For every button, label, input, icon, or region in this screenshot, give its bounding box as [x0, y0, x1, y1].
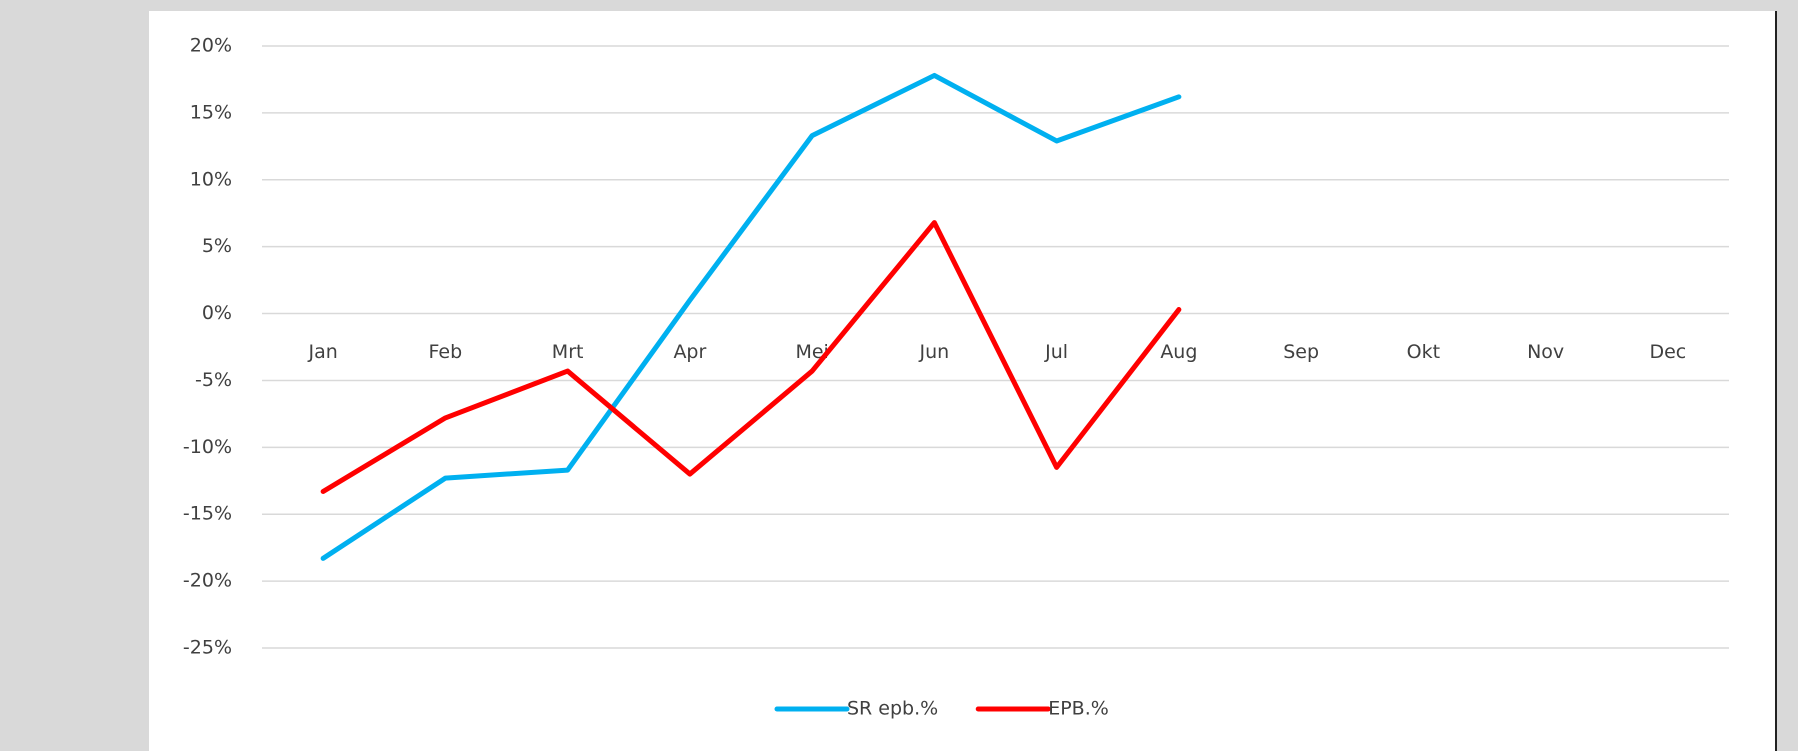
x-tick-label: Mrt	[552, 341, 584, 363]
y-tick-label: 20%	[190, 35, 232, 57]
x-tick-label: Jun	[919, 341, 950, 363]
x-tick-label: Feb	[429, 341, 463, 363]
y-tick-label: 0%	[202, 302, 232, 324]
x-tick-label: Jul	[1044, 341, 1068, 363]
y-tick-label: 10%	[190, 168, 232, 190]
y-tick-label: 5%	[202, 235, 232, 257]
y-tick-label: -10%	[183, 436, 232, 458]
legend-label: EPB.%	[1048, 698, 1109, 720]
x-tick-label: Apr	[673, 341, 706, 363]
x-tick-label: Jan	[307, 341, 337, 363]
x-tick-label: Nov	[1527, 341, 1564, 363]
legend-label: SR epb.%	[847, 698, 938, 720]
x-tick-label: Dec	[1649, 341, 1686, 363]
x-tick-label: Okt	[1407, 341, 1440, 363]
x-tick-label: Aug	[1160, 341, 1197, 363]
y-tick-label: 15%	[190, 101, 232, 123]
x-tick-label: Sep	[1283, 341, 1319, 363]
y-tick-label: -25%	[183, 637, 232, 659]
y-tick-label: -5%	[195, 369, 232, 391]
series-line	[320, 220, 1182, 494]
y-tick-label: -20%	[183, 570, 232, 592]
y-tick-label: -15%	[183, 503, 232, 525]
series-line	[320, 72, 1182, 561]
